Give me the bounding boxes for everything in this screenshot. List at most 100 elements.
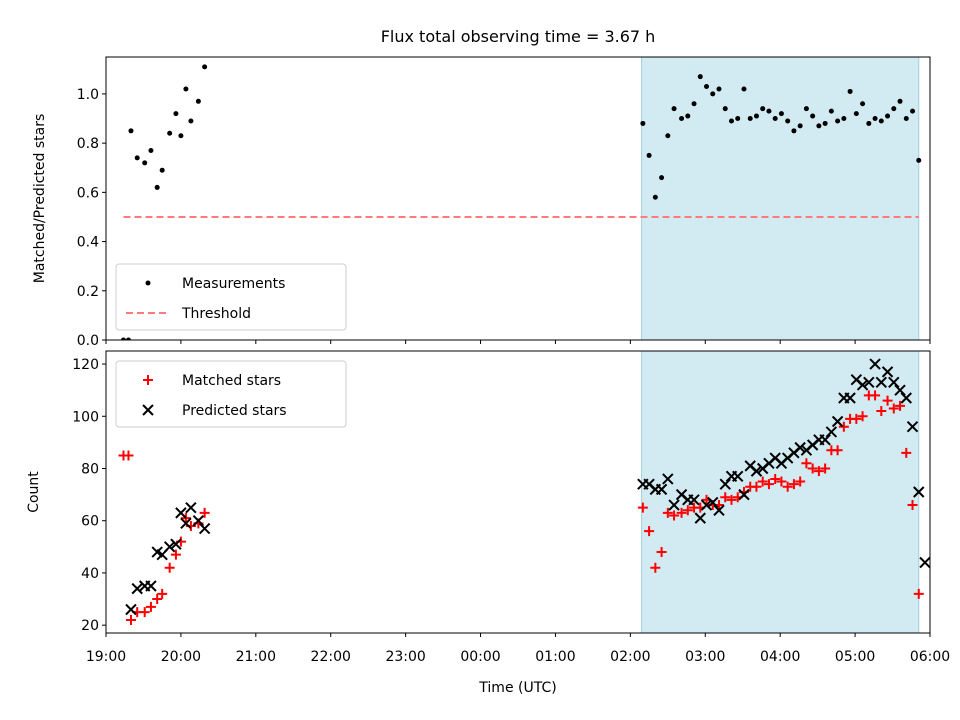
predicted-star-marker	[732, 470, 744, 483]
measurement-point	[722, 106, 728, 112]
chart-title: Flux total observing time = 3.67 h	[381, 27, 656, 46]
measurement-point	[891, 106, 897, 112]
matched-star-marker	[907, 500, 918, 511]
y-tick-label: 80	[81, 462, 99, 478]
series-predicted-stars	[125, 358, 930, 616]
axes-frame	[105, 350, 931, 634]
x-tick-label: 19:00	[86, 649, 126, 665]
measurement-point	[125, 337, 131, 340]
measurement-point	[828, 108, 834, 114]
measurement-point	[847, 88, 853, 94]
count-panel: 20 40 60 80 100 120 19:00 20:00 21:00 22:00 23:00 0…	[26, 350, 950, 665]
matched-star-marker	[726, 494, 737, 505]
measurement-point	[822, 120, 828, 126]
legend-box	[115, 263, 347, 331]
predicted-star-marker	[668, 499, 680, 511]
y-tick-label: 100	[72, 409, 99, 425]
measurement-point	[760, 106, 766, 112]
predicted-star-marker	[888, 376, 900, 389]
x-tick-label: 01:00	[535, 649, 575, 665]
predicted-star-marker	[738, 488, 750, 501]
measurement-point	[685, 113, 691, 119]
measurement-point	[148, 148, 154, 154]
matched-star-marker	[164, 562, 175, 573]
predicted-star-marker	[894, 384, 906, 396]
predicted-star-marker	[198, 522, 211, 535]
measurement-point	[741, 86, 747, 92]
measurement-point	[816, 123, 822, 129]
predicted-star-marker	[750, 465, 763, 477]
predicted-star-marker	[145, 580, 157, 592]
measurement-point	[791, 128, 797, 134]
matched-star-marker	[901, 447, 912, 458]
x-tick-label: 03:00	[685, 649, 725, 665]
matched-star-marker	[145, 601, 156, 612]
matched-star-marker	[913, 588, 924, 599]
y-tick-label: 20	[81, 618, 99, 634]
measurement-point	[659, 175, 665, 181]
measurement-point	[691, 101, 697, 107]
measurement-point	[716, 86, 722, 92]
measurement-point	[671, 106, 677, 112]
x-tick-label: 06:00	[910, 649, 950, 665]
predicted-star-marker	[131, 582, 143, 595]
y-tick-label: 40	[81, 566, 99, 582]
measurement-point	[872, 116, 878, 122]
legend-entry-label: Matched stars	[182, 373, 281, 389]
matched-star-marker	[895, 400, 906, 411]
legend-entry-label: Measurements	[182, 276, 285, 292]
legend-predicted-swatch	[142, 404, 154, 416]
predicted-star-marker	[175, 507, 187, 519]
matched-star-marker	[157, 588, 168, 599]
predicted-star-marker	[844, 392, 856, 404]
axes-frame	[105, 56, 931, 341]
x-tick-label: 22:00	[311, 649, 351, 665]
matched-star-marker	[650, 562, 661, 573]
observing-window-shade	[641, 57, 920, 340]
measurement-point	[710, 91, 716, 97]
plot-area	[118, 351, 930, 633]
predicted-star-marker	[863, 376, 875, 389]
matched-star-marker	[125, 614, 136, 625]
matched-star-marker	[637, 502, 648, 513]
measurement-point	[753, 113, 759, 119]
predicted-star-marker	[655, 483, 668, 496]
ratio-panel: 0.0 0.2 0.4 0.6 0.8 1.0 Matched/Predicted star…	[32, 56, 931, 349]
predicted-star-marker	[825, 426, 838, 438]
matched-star-marker	[801, 458, 812, 469]
y-tick-label: 0.6	[77, 185, 99, 201]
predicted-star-marker	[819, 434, 831, 446]
y-tick-label: 0.0	[77, 333, 99, 349]
matched-star-marker	[857, 411, 868, 422]
measurement-point	[202, 64, 208, 70]
matched-star-marker	[720, 492, 731, 503]
matched-star-marker	[139, 607, 150, 618]
matched-star-marker	[180, 513, 191, 524]
measurement-point	[142, 160, 148, 166]
legend: Matched stars Predicted stars	[115, 360, 347, 428]
y-tick-label: 1.0	[77, 87, 99, 103]
measurement-point	[797, 123, 803, 129]
measurement-point	[866, 120, 872, 126]
y-tick-label: 0.4	[77, 235, 99, 251]
measurement-point	[178, 133, 184, 139]
matched-star-marker	[644, 526, 655, 537]
predicted-star-marker	[794, 441, 806, 454]
predicted-star-marker	[881, 366, 894, 378]
measurement-point	[772, 116, 778, 122]
matched-star-marker	[788, 479, 799, 490]
x-tick-label: 04:00	[760, 649, 800, 665]
measurement-point	[167, 130, 173, 136]
predicted-star-marker	[163, 541, 176, 553]
x-tick-label: 05:00	[835, 649, 875, 665]
measurement-point	[766, 108, 772, 114]
series-measurements	[120, 64, 922, 340]
predicted-star-marker	[856, 379, 869, 391]
measurement-point	[704, 84, 710, 90]
x-tick-label: 21:00	[236, 649, 276, 665]
predicted-star-marker	[869, 358, 881, 370]
predicted-star-marker	[906, 421, 919, 433]
matched-star-marker	[656, 547, 667, 558]
measurement-point	[154, 184, 160, 190]
predicted-star-marker	[919, 556, 930, 569]
